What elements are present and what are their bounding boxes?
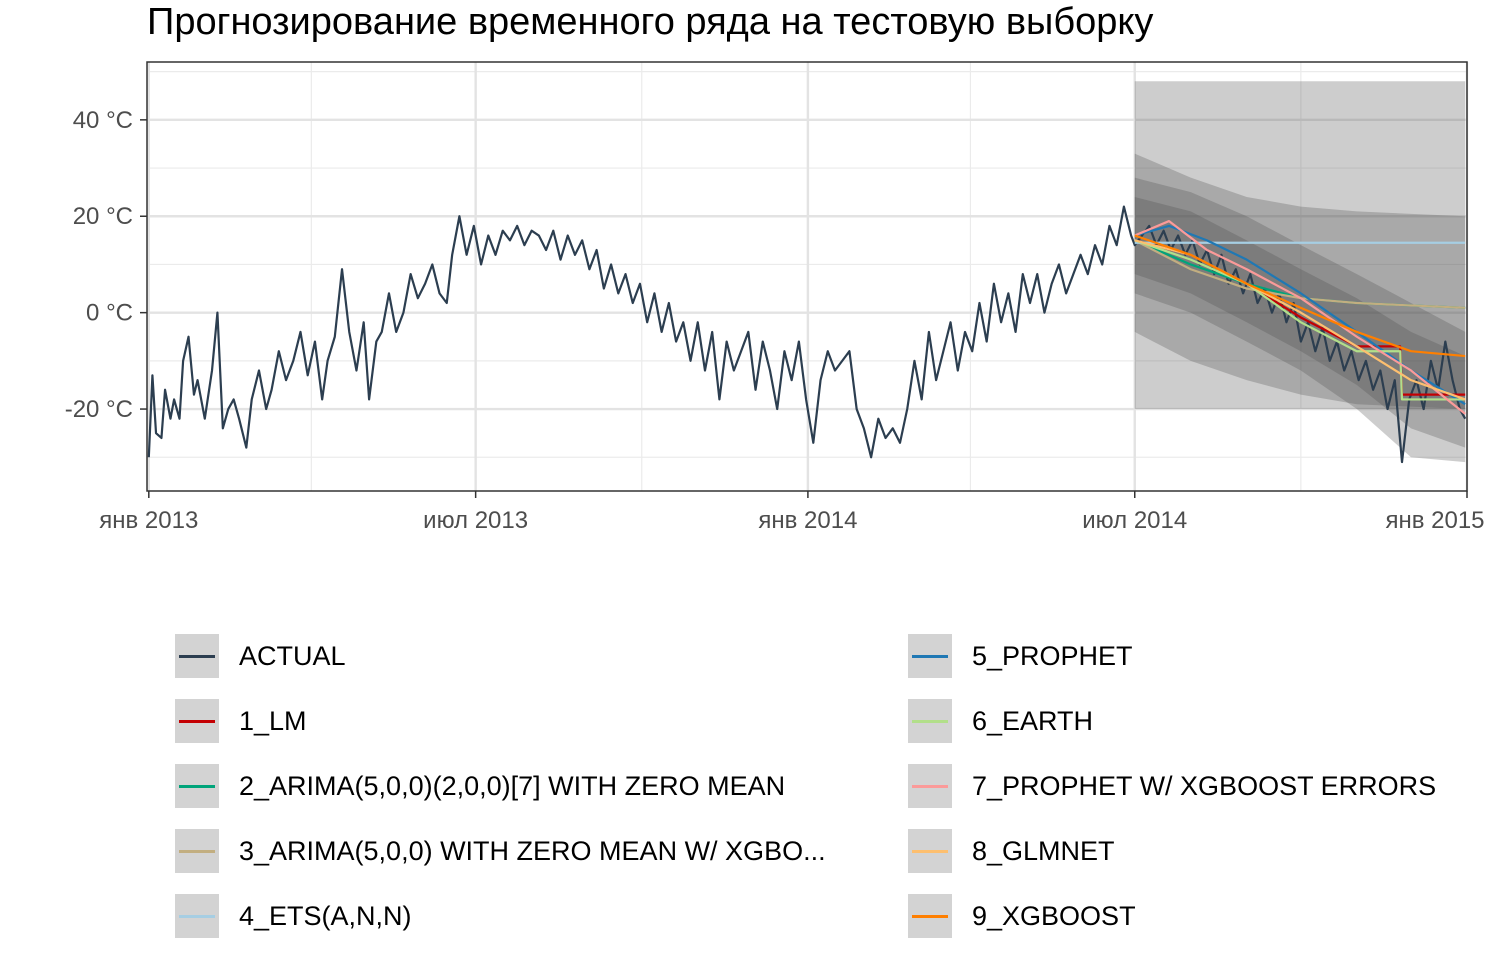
y-tick-label: 40 °C	[73, 107, 133, 134]
series-line	[1134, 219, 1466, 415]
legend-key	[908, 699, 952, 743]
legend-swatch-line	[179, 850, 215, 853]
legend-label: ACTUAL	[239, 640, 346, 671]
legend-swatch-line	[179, 655, 215, 658]
confidence-band	[1134, 81, 1466, 410]
legend-key	[175, 829, 219, 873]
legend-label: 1_LM	[239, 705, 307, 736]
axes: 40 °C 20 °C 0 °C -20 °C янв 2013 июл 2013 янв …	[65, 107, 1485, 534]
legend-label: 5_PROPHET	[972, 640, 1133, 671]
legend-label: 8_GLMNET	[972, 835, 1115, 866]
series-line	[147, 205, 1467, 464]
confidence-bands	[1134, 81, 1466, 463]
legend-key	[908, 829, 952, 873]
chart-title: Прогнозирование временного ряда на тесто…	[147, 1, 1154, 43]
legend-item: 3_ARIMA(5,0,0) WITH ZERO MEAN W/ XGBO...	[175, 828, 826, 874]
legend-swatch-line	[179, 915, 215, 918]
legend-swatch-line	[179, 785, 215, 788]
legend-key	[175, 699, 219, 743]
grid	[147, 62, 1469, 491]
confidence-band	[1134, 153, 1466, 410]
legend-label: 3_ARIMA(5,0,0) WITH ZERO MEAN W/ XGBO...	[239, 835, 826, 866]
legend-key	[175, 894, 219, 938]
x-tick-label: янв 2013	[99, 507, 198, 534]
legend-item: 5_PROPHET	[908, 633, 1133, 679]
legend-item: 8_GLMNET	[908, 828, 1115, 874]
legend-label: 6_EARTH	[972, 705, 1094, 736]
legend-swatch-line	[179, 720, 215, 723]
legend: ACTUAL 1_LM 2_ARIMA(5,0,0)(2,0,0)[7] WITH …	[175, 633, 1495, 953]
y-tick-label: 0 °C	[86, 300, 133, 327]
x-tick-label: янв 2015	[1385, 507, 1484, 534]
series-line	[1134, 234, 1466, 358]
legend-key	[175, 634, 219, 678]
y-tick-label: -20 °C	[65, 396, 133, 423]
x-tick-label: янв 2014	[758, 507, 857, 534]
legend-item: 6_EARTH	[908, 698, 1093, 744]
series-lines	[147, 205, 1467, 464]
legend-item: 9_XGBOOST	[908, 893, 1136, 939]
legend-key	[175, 764, 219, 808]
legend-label: 9_XGBOOST	[972, 900, 1136, 931]
x-tick-label: июл 2014	[1082, 507, 1187, 534]
legend-label: 2_ARIMA(5,0,0)(2,0,0)[7] WITH ZERO MEAN	[239, 770, 786, 801]
legend-key	[908, 894, 952, 938]
legend-label: 4_ETS(A,N,N)	[239, 900, 412, 931]
legend-label: 7_PROPHET W/ XGBOOST ERRORS	[972, 770, 1437, 801]
legend-item: 7_PROPHET W/ XGBOOST ERRORS	[908, 763, 1436, 809]
legend-swatch-line	[912, 655, 948, 658]
series-line	[1134, 239, 1466, 401]
legend-key	[908, 634, 952, 678]
panel-border	[146, 61, 1468, 492]
legend-swatch-line	[912, 915, 948, 918]
confidence-band	[1134, 177, 1466, 463]
legend-item: 1_LM	[175, 698, 307, 744]
legend-swatch-line	[912, 785, 948, 788]
legend-swatch-line	[912, 850, 948, 853]
legend-item: 4_ETS(A,N,N)	[175, 893, 412, 939]
y-tick-label: 20 °C	[73, 203, 133, 230]
x-tick-label: июл 2013	[423, 507, 528, 534]
legend-item: 2_ARIMA(5,0,0)(2,0,0)[7] WITH ZERO MEAN	[175, 763, 785, 809]
legend-key	[908, 764, 952, 808]
legend-item: ACTUAL	[175, 633, 346, 679]
legend-swatch-line	[912, 720, 948, 723]
